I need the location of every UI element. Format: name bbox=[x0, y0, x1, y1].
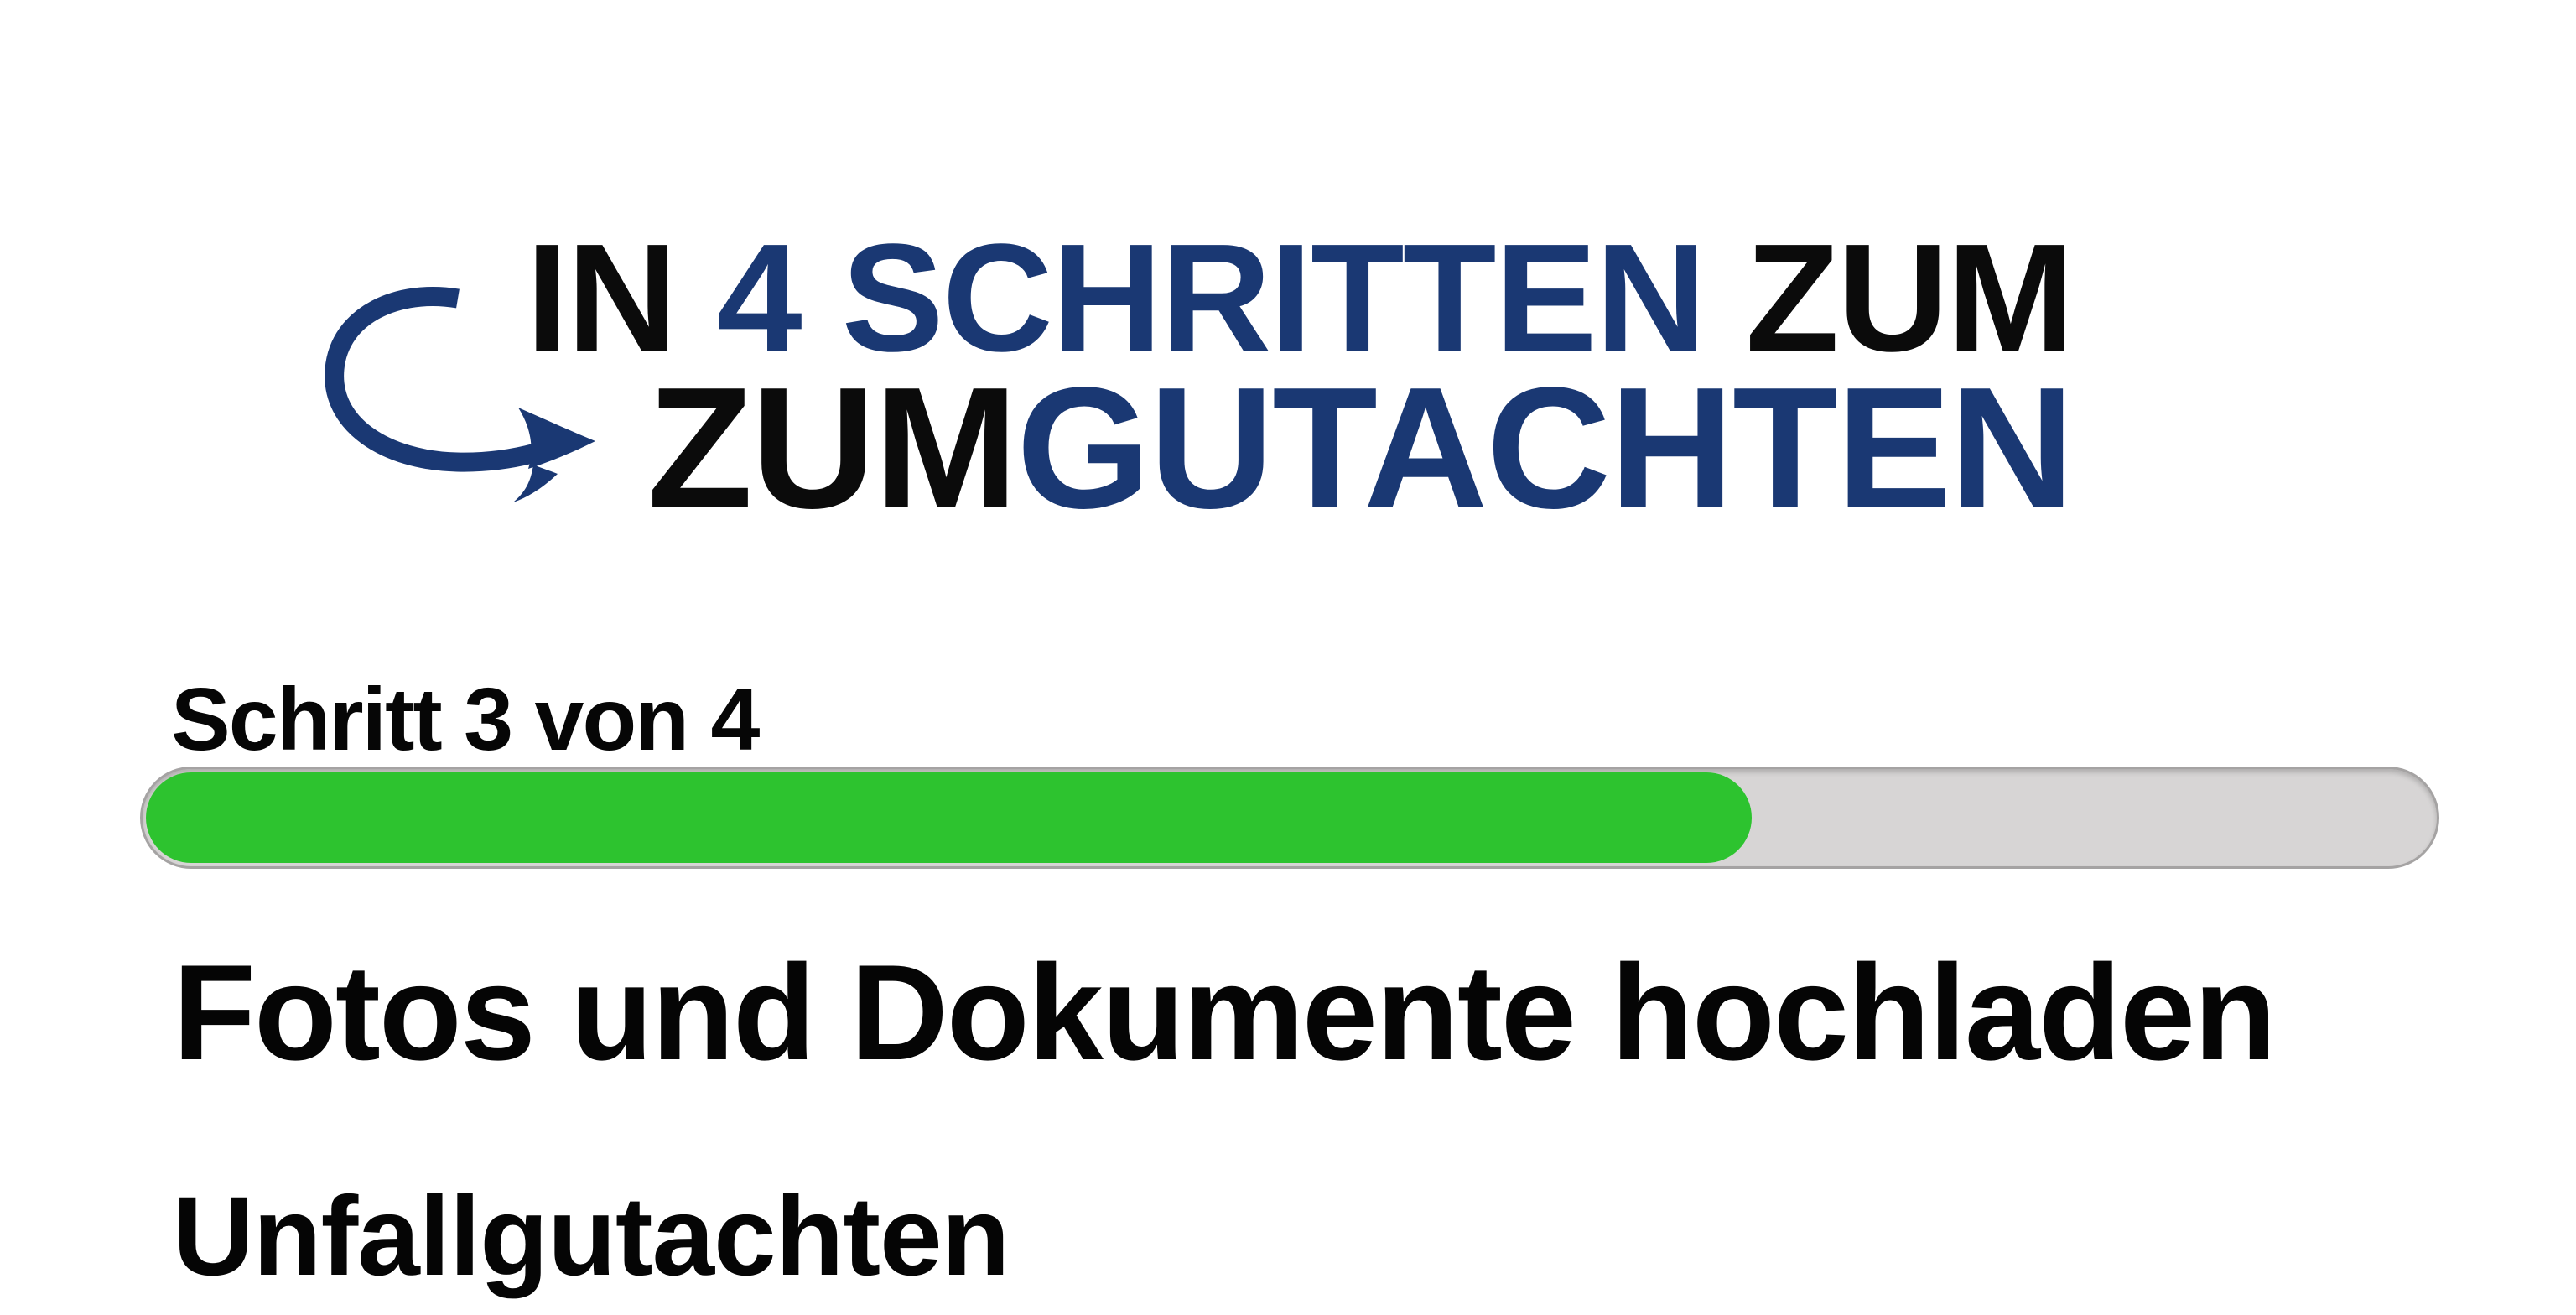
logo-word-4-schritten: 4 SCHRITTEN bbox=[716, 211, 1706, 383]
logo-line-2: ZUMGUTACHTEN bbox=[647, 361, 2075, 534]
logo-word-in: IN bbox=[526, 211, 717, 383]
progress-bar-track bbox=[140, 767, 2439, 869]
page-title: Fotos und Dokumente hochladen bbox=[173, 937, 2277, 1089]
logo: IN 4 SCHRITTEN ZUM ZUMGUTACHTEN bbox=[0, 0, 2576, 587]
logo-word-zum-2: ZUM bbox=[647, 351, 1018, 544]
step-indicator-label: Schritt 3 von 4 bbox=[171, 670, 760, 769]
logo-word-gutachten: GUTACHTEN bbox=[1016, 351, 2075, 544]
page-subtitle: Unfallgutachten bbox=[173, 1174, 1010, 1299]
logo-line-1: IN 4 SCHRITTEN ZUM bbox=[526, 221, 2075, 374]
curved-arrow-icon bbox=[325, 286, 595, 502]
progress-fill bbox=[146, 772, 1753, 863]
logo-word-zum-1: ZUM bbox=[1704, 211, 2075, 383]
